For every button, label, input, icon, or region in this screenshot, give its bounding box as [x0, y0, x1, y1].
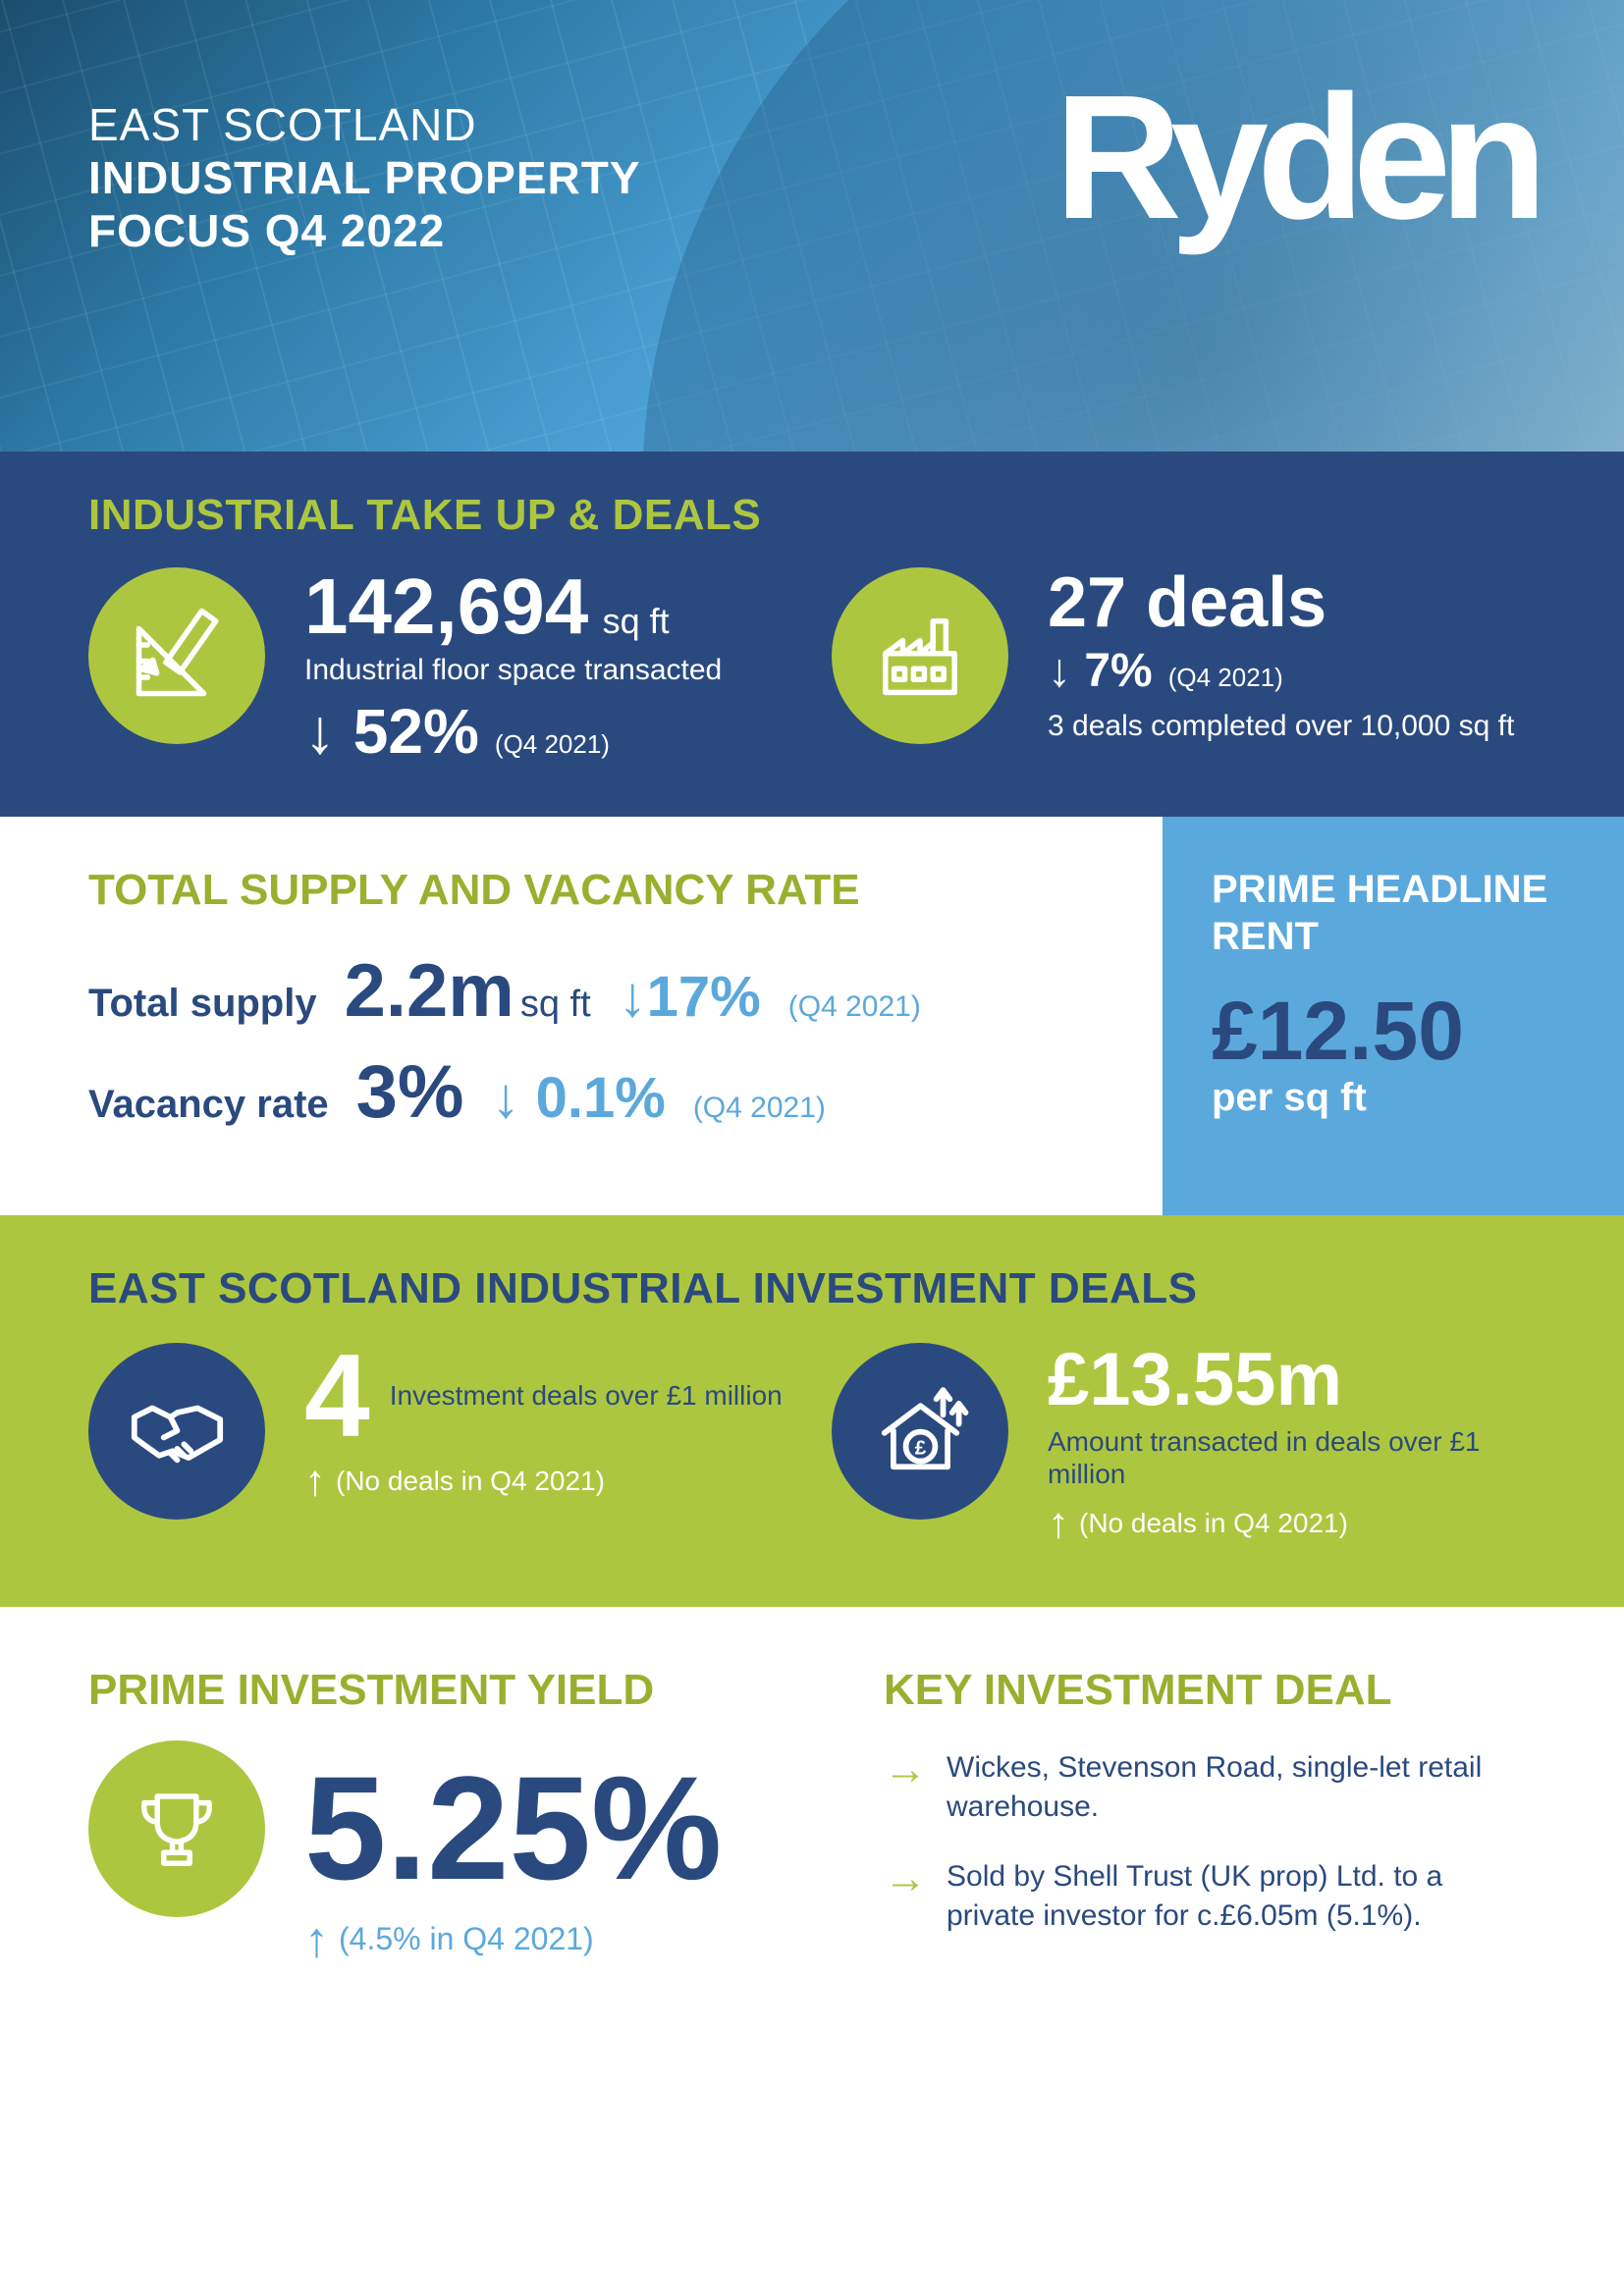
supply-ref-0: (Q4 2021): [788, 990, 921, 1024]
ruler-pencil-icon: [88, 567, 265, 744]
floorspace-ref: (Q4 2021): [495, 729, 610, 760]
arrow-up-icon: [304, 1911, 329, 1968]
yield-row: 5.25%: [88, 1740, 835, 1917]
ryden-logo: Ryden: [1055, 79, 1536, 238]
arrow-up-icon: [1048, 1499, 1069, 1548]
yield-title: PRIME INVESTMENT YIELD: [88, 1666, 835, 1715]
header-line2: INDUSTRIAL PROPERTY: [88, 151, 641, 204]
deals-value: 27 deals: [1048, 567, 1536, 638]
arrow-up-icon: [304, 1457, 326, 1506]
arrow-right-icon: →: [884, 1748, 927, 1828]
floorspace-value-row: 142,694 sq ft: [304, 567, 792, 646]
header-line3: FOCUS Q4 2022: [88, 204, 641, 257]
keydeal-item-1: → Sold by Shell Trust (UK prop) Ltd. to …: [884, 1857, 1536, 1937]
header: EAST SCOTLAND INDUSTRIAL PROPERTY FOCUS …: [0, 0, 1624, 452]
supply-value-1: 3%: [356, 1055, 464, 1130]
section-invest: EAST SCOTLAND INDUSTRIAL INVESTMENT DEAL…: [0, 1215, 1624, 1607]
invest-amount-ref: (No deals in Q4 2021): [1079, 1508, 1348, 1539]
keydeal-text-0: Wickes, Stevenson Road, single-let retai…: [947, 1748, 1536, 1828]
supply-label-1: Vacancy rate: [88, 1083, 329, 1127]
arrow-right-icon: →: [884, 1857, 927, 1937]
yield-value: 5.25%: [304, 1758, 722, 1898]
floorspace-value: 142,694: [304, 562, 588, 650]
deals-ref: (Q4 2021): [1168, 663, 1283, 693]
invest-amount-change: (No deals in Q4 2021): [1048, 1499, 1536, 1548]
rent-panel: PRIME HEADLINE RENT £12.50 per sq ft: [1163, 817, 1624, 1215]
deals-note: 3 deals completed over 10,000 sq ft: [1048, 708, 1536, 745]
takeup-row: 142,694 sq ft Industrial floor space tra…: [88, 567, 1536, 768]
invest-amount-col: £13.55m Amount transacted in deals over …: [1048, 1343, 1536, 1548]
yield-panel: PRIME INVESTMENT YIELD 5.25% (4.5% in Q4…: [88, 1666, 835, 1968]
invest-count-change: (No deals in Q4 2021): [304, 1457, 792, 1506]
header-line1: EAST SCOTLAND: [88, 98, 641, 151]
floorspace-desc: Industrial floor space transacted: [304, 652, 792, 689]
invest-count-top: 4 Investment deals over £1 million: [304, 1343, 792, 1449]
deals-col: 27 deals 7% (Q4 2021) 3 deals completed …: [1048, 567, 1536, 745]
invest-count-desc: Investment deals over £1 million: [390, 1379, 783, 1413]
section-yield: PRIME INVESTMENT YIELD 5.25% (4.5% in Q4…: [0, 1607, 1624, 2047]
rent-title1: PRIME HEADLINE: [1212, 866, 1575, 913]
yield-ref: (4.5% in Q4 2021): [339, 1921, 594, 1957]
supply-ref-1: (Q4 2021): [693, 1092, 826, 1125]
supply-row-0: Total supply 2.2msq ft 17% (Q4 2021): [88, 954, 1104, 1030]
floorspace-change-val: 52%: [304, 695, 479, 768]
keydeal-title: KEY INVESTMENT DEAL: [884, 1666, 1536, 1715]
supply-change-1: 0.1%: [491, 1065, 665, 1131]
svg-text:£: £: [914, 1437, 926, 1460]
supply-value-0: 2.2msq ft: [345, 954, 591, 1029]
section-supply: TOTAL SUPPLY AND VACANCY RATE Total supp…: [0, 817, 1624, 1215]
supply-change-0: 17%: [619, 964, 761, 1030]
deals-change-val: 7%: [1048, 644, 1153, 698]
invest-title: EAST SCOTLAND INDUSTRIAL INVESTMENT DEAL…: [88, 1264, 1536, 1313]
factory-icon: [832, 567, 1008, 744]
header-text: EAST SCOTLAND INDUSTRIAL PROPERTY FOCUS …: [88, 98, 641, 257]
keydeal-text-1: Sold by Shell Trust (UK prop) Ltd. to a …: [947, 1857, 1536, 1937]
invest-count-ref: (No deals in Q4 2021): [336, 1466, 605, 1497]
rent-unit: per sq ft: [1212, 1076, 1575, 1120]
supply-title: TOTAL SUPPLY AND VACANCY RATE: [88, 866, 1104, 915]
deals-change: 7% (Q4 2021): [1048, 644, 1536, 698]
invest-row: 4 Investment deals over £1 million (No d…: [88, 1343, 1536, 1548]
rent-title2: RENT: [1212, 913, 1575, 960]
trophy-icon: [88, 1740, 265, 1917]
keydeal-item-0: → Wickes, Stevenson Road, single-let ret…: [884, 1748, 1536, 1828]
supply-panel: TOTAL SUPPLY AND VACANCY RATE Total supp…: [0, 817, 1163, 1215]
floorspace-change: 52% (Q4 2021): [304, 695, 792, 768]
supply-label-0: Total supply: [88, 982, 317, 1026]
takeup-title: INDUSTRIAL TAKE UP & DEALS: [88, 491, 1536, 540]
section-takeup: INDUSTRIAL TAKE UP & DEALS 142,694 sq ft…: [0, 452, 1624, 817]
invest-count-col: 4 Investment deals over £1 million (No d…: [304, 1343, 792, 1506]
keydeal-panel: KEY INVESTMENT DEAL → Wickes, Stevenson …: [884, 1666, 1536, 1968]
supply-row-1: Vacancy rate 3% 0.1% (Q4 2021): [88, 1055, 1104, 1131]
invest-count-value: 4: [304, 1343, 370, 1449]
money-house-icon: £: [832, 1343, 1008, 1520]
handshake-icon: [88, 1343, 265, 1520]
floorspace-unit: sq ft: [603, 601, 670, 641]
rent-value: £12.50: [1212, 989, 1575, 1072]
floorspace-col: 142,694 sq ft Industrial floor space tra…: [304, 567, 792, 768]
invest-amount-value: £13.55m: [1048, 1343, 1536, 1417]
invest-amount-desc: Amount transacted in deals over £1 milli…: [1048, 1425, 1536, 1491]
yield-change: (4.5% in Q4 2021): [304, 1911, 835, 1968]
